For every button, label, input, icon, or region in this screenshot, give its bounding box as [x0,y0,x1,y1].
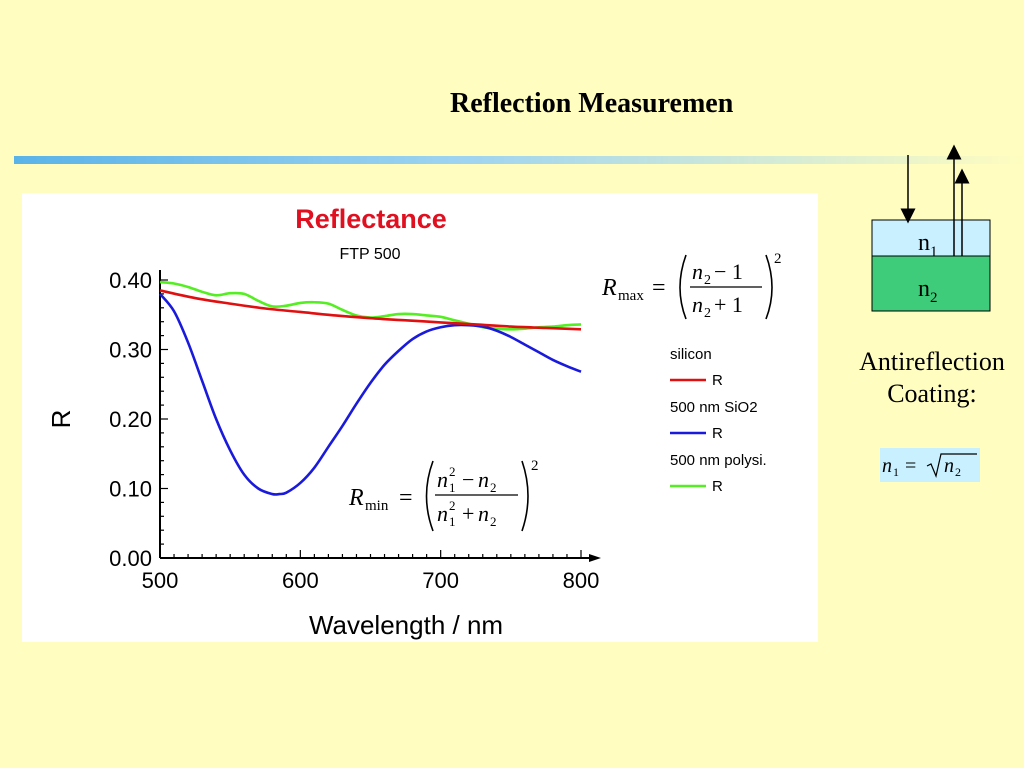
svg-text:2: 2 [449,464,456,479]
chart-title: Reflectance [295,204,447,234]
svg-text:n: n [437,467,448,492]
x-tick-label: 800 [563,568,600,593]
svg-text:R: R [601,275,617,301]
svg-text:n: n [692,259,703,284]
svg-text:n: n [478,501,489,526]
reflectance-chart: Reflectance FTP 500 Wavelength / nm R 50… [46,204,782,640]
title-underline-bar [14,156,1024,164]
coating-condition-formula: n 1 = n 2 [880,448,980,482]
y-tick-label: 0.00 [109,546,152,571]
svg-text:1: 1 [893,465,899,479]
y-axis-label: R [46,410,76,429]
y-tick-label: 0.40 [109,268,152,293]
bottom-layer-n2 [871,255,991,312]
legend-series-name: silicon [670,346,712,363]
axes: 500 600 700 800 0.00 0.10 0.20 0.30 0.40 [109,268,601,593]
svg-text:+ 1: + 1 [714,292,743,317]
svg-text:n: n [692,292,703,317]
x-tick-label: 600 [282,568,319,593]
x-tick-label: 500 [142,568,179,593]
caption-line-1: Antireflection [859,347,1005,376]
antireflection-layer-diagram: n1 n2 [871,144,991,312]
series-line-500-nm-sio2 [158,293,582,496]
antireflection-caption: Antireflection Coating: [842,346,1022,410]
rmin-formula: R min = n 2 1 − n 2 n 2 1 + n 2 2 [348,458,539,532]
series-line-500-nm-polysi- [159,280,582,331]
svg-text:=: = [399,485,413,511]
svg-text:max: max [618,288,644,304]
chart-subtitle: FTP 500 [339,246,400,263]
svg-text:2: 2 [704,273,711,288]
x-axis-arrowhead [589,554,601,562]
top-layer-n1 [871,219,991,257]
chart-panel: Reflectance FTP 500 Wavelength / nm R 50… [22,193,818,642]
x-tick-label: 700 [422,568,459,593]
svg-text:1: 1 [449,480,456,495]
svg-text:2: 2 [704,306,711,321]
svg-text:n: n [478,467,489,492]
svg-text:2: 2 [449,498,456,513]
legend-series-name: 500 nm SiO2 [670,399,758,416]
legend-entry-label: R [712,425,723,442]
svg-text:=: = [652,275,666,301]
legend-entry-label: R [712,478,723,495]
svg-text:n: n [437,501,448,526]
svg-text:R: R [348,485,364,511]
y-tick-label: 0.20 [109,407,152,432]
svg-text:n: n [944,455,954,477]
svg-text:2: 2 [774,251,782,267]
svg-text:=: = [905,455,916,477]
y-tick-label: 0.10 [109,477,152,502]
plot-series [158,280,582,496]
n2-label: n2 [918,276,938,306]
legend-entry-label: R [712,372,723,389]
svg-text:2: 2 [955,465,961,479]
slide-title: Reflection Measuremen [450,88,734,119]
svg-text:min: min [365,498,389,514]
svg-text:2: 2 [490,480,497,495]
caption-line-2: Coating: [887,379,977,408]
x-axis-label: Wavelength / nm [309,610,503,640]
y-tick-label: 0.30 [109,338,152,363]
svg-text:− 1: − 1 [714,259,743,284]
svg-text:+: + [462,501,474,526]
svg-text:n: n [882,455,892,477]
svg-text:2: 2 [490,514,497,529]
svg-text:1: 1 [449,514,456,529]
series-line-silicon [159,289,582,331]
legend-series-name: 500 nm polysi. [670,452,767,469]
svg-text:2: 2 [531,458,539,474]
rmax-formula: R max = n 2 − 1 n 2 + 1 2 [601,251,782,321]
n1-label: n1 [918,230,938,260]
svg-text:−: − [462,467,474,492]
